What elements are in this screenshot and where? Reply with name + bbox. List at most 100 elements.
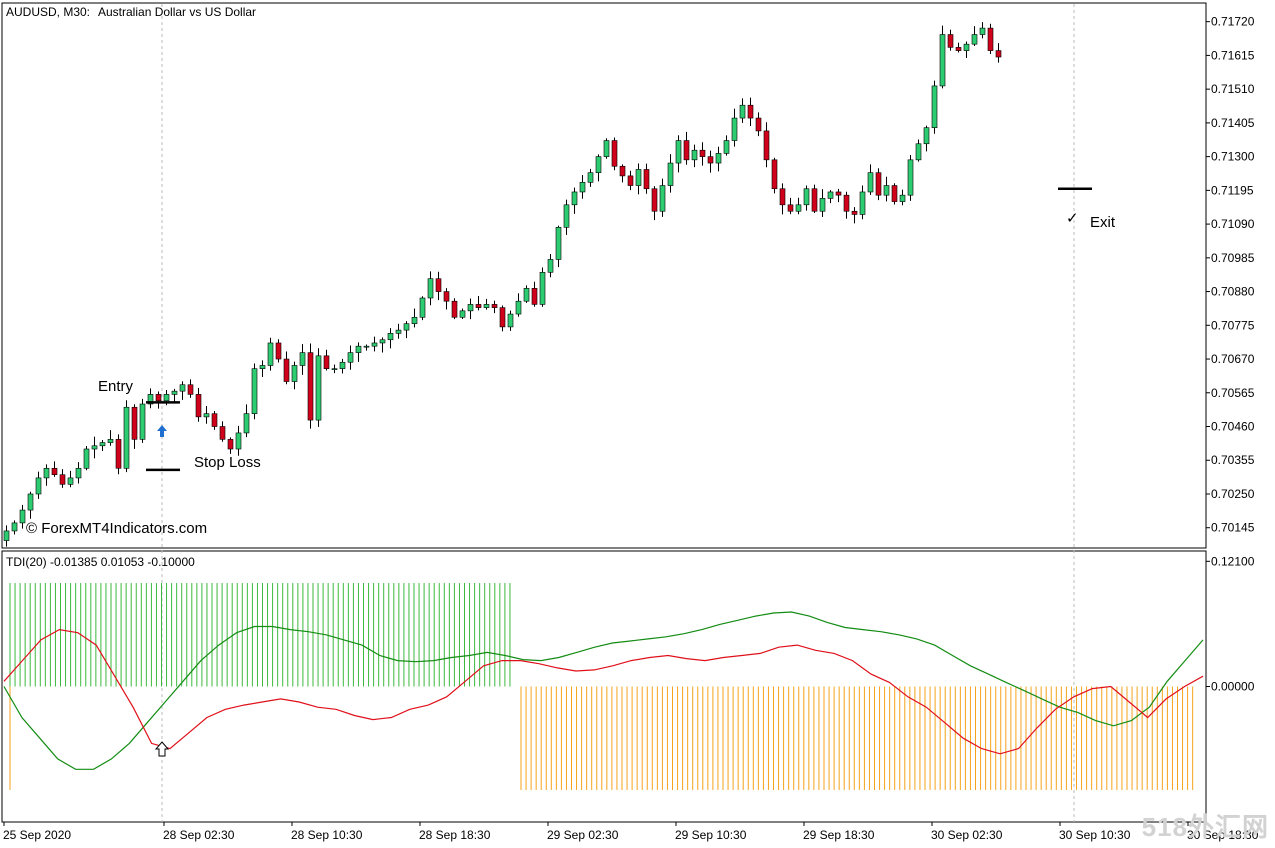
main-chart-frame xyxy=(1,2,1207,549)
candle xyxy=(907,154,914,201)
candle xyxy=(563,199,570,235)
bearish-candle-body xyxy=(707,156,714,164)
bullish-candle-body xyxy=(931,85,938,129)
bearish-candle-body xyxy=(779,188,786,206)
candle xyxy=(923,125,930,152)
bullish-candle-body xyxy=(3,530,10,541)
bullish-candle-body xyxy=(483,304,490,308)
time-tick-label: 30 Sep 18:30 xyxy=(1187,828,1259,842)
candle xyxy=(179,381,186,400)
bullish-candle-body xyxy=(659,185,666,212)
candle xyxy=(883,176,890,202)
bullish-candle-body xyxy=(403,323,410,331)
bearish-candle-body xyxy=(747,104,754,119)
candle xyxy=(323,349,330,371)
bullish-candle-body xyxy=(523,288,530,302)
candle xyxy=(331,364,338,374)
bullish-candle-body xyxy=(555,227,562,260)
candle xyxy=(259,360,266,378)
candle xyxy=(35,471,42,499)
candle xyxy=(115,434,122,475)
candle xyxy=(843,191,850,219)
bullish-candle-body xyxy=(795,204,802,212)
bearish-candle-body xyxy=(115,439,122,469)
candle xyxy=(707,150,714,173)
bullish-candle-body xyxy=(339,361,346,369)
time-tick-label: 29 Sep 10:30 xyxy=(675,828,747,842)
candle xyxy=(739,98,746,123)
bullish-candle-body xyxy=(299,352,306,366)
candle xyxy=(403,321,410,339)
bearish-candle-body xyxy=(323,355,330,369)
bullish-candle-body xyxy=(67,477,74,485)
bearish-candle-body xyxy=(627,175,634,186)
candle xyxy=(579,174,586,199)
candle xyxy=(187,379,194,398)
bullish-candle-body xyxy=(691,149,698,161)
bullish-candle-body xyxy=(139,403,146,440)
candle xyxy=(771,157,778,194)
candle xyxy=(219,421,226,442)
bullish-candle-body xyxy=(515,300,522,315)
candle xyxy=(971,26,978,47)
candle xyxy=(747,97,754,126)
bearish-candle-body xyxy=(955,47,962,51)
bullish-candle-body xyxy=(107,439,114,443)
candle xyxy=(571,187,578,214)
bearish-candle-body xyxy=(187,384,194,395)
exit-label: Exit xyxy=(1090,214,1116,231)
bullish-candle-body xyxy=(867,172,874,193)
tdi-lines xyxy=(3,611,1204,770)
candle xyxy=(59,469,66,488)
candle xyxy=(627,170,634,191)
candle xyxy=(3,525,10,547)
bearish-candle-body xyxy=(307,352,314,421)
bearish-candle-body xyxy=(275,342,282,360)
bullish-candle-body xyxy=(163,394,170,402)
candle xyxy=(515,293,522,317)
candle xyxy=(851,207,858,224)
candles xyxy=(3,22,1002,547)
bullish-candle-body xyxy=(571,191,578,206)
bearish-candle-body xyxy=(131,406,138,440)
time-tick-label: 28 Sep 02:30 xyxy=(163,828,235,842)
candle xyxy=(379,337,386,353)
bearish-candle-body xyxy=(59,474,66,485)
candle xyxy=(83,445,90,471)
candle xyxy=(363,344,370,351)
candle xyxy=(587,168,594,187)
candle xyxy=(459,308,466,320)
candle xyxy=(987,23,994,55)
bearish-candle-body xyxy=(651,188,658,212)
price-tick-label: 0.70985 xyxy=(1211,251,1255,265)
bearish-candle-body xyxy=(619,165,626,177)
bearish-candle-body xyxy=(283,358,290,382)
bearish-candle-body xyxy=(443,291,450,302)
bearish-candle-body xyxy=(227,439,234,450)
bearish-candle-body xyxy=(155,394,162,402)
bearish-candle-body xyxy=(499,307,506,328)
candle xyxy=(227,437,234,454)
candle xyxy=(299,344,306,375)
bullish-candle-body xyxy=(739,104,746,119)
bearish-candle-body xyxy=(875,172,882,196)
candle xyxy=(803,185,810,211)
time-tick-label: 30 Sep 10:30 xyxy=(1059,828,1131,842)
bullish-candle-body xyxy=(19,509,26,524)
candle xyxy=(19,504,26,529)
price-tick-label: 0.71195 xyxy=(1211,183,1254,197)
candle xyxy=(475,296,482,311)
bullish-candle-body xyxy=(459,310,466,318)
symbol-label: AUDUSD, M30: xyxy=(6,5,90,19)
bullish-candle-body xyxy=(171,390,178,395)
bearish-candle-body xyxy=(763,130,770,161)
bullish-candle-body xyxy=(675,140,682,164)
bearish-candle-body xyxy=(835,191,842,196)
tdi-cross-arrow-icon xyxy=(154,741,170,757)
bullish-candle-body xyxy=(355,345,362,353)
candle xyxy=(235,425,242,456)
bearish-candle-body xyxy=(195,394,202,418)
bullish-candle-body xyxy=(803,188,810,206)
candle xyxy=(667,154,674,193)
